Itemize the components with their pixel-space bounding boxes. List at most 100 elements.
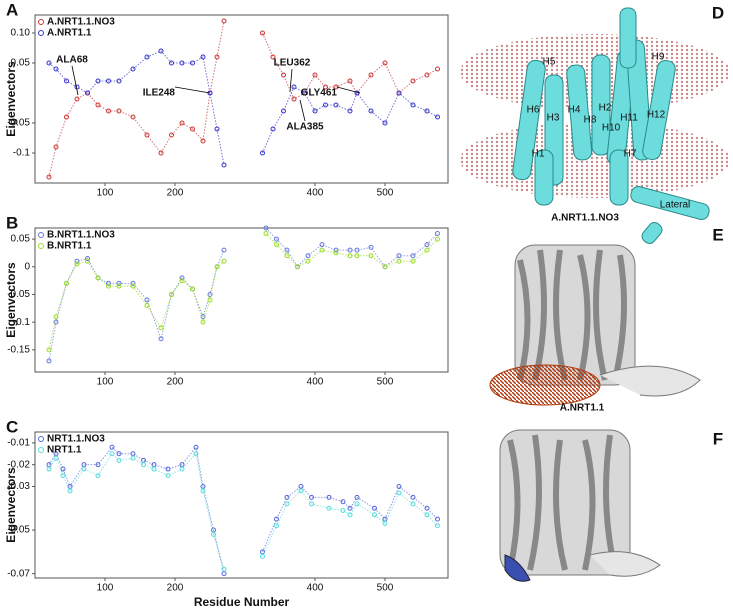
point bbox=[85, 258, 90, 264]
y-tick-label: 0.05 bbox=[11, 58, 31, 69]
point bbox=[46, 358, 52, 364]
helix-label: H8 bbox=[584, 115, 597, 126]
helices bbox=[512, 7, 710, 244]
point bbox=[274, 516, 279, 522]
point bbox=[270, 54, 276, 60]
point bbox=[396, 253, 402, 259]
helix-label: H2 bbox=[599, 103, 612, 114]
series-trace bbox=[265, 227, 438, 268]
point bbox=[158, 150, 164, 156]
point bbox=[319, 247, 325, 253]
point bbox=[179, 466, 185, 472]
point bbox=[298, 483, 304, 489]
point bbox=[130, 114, 136, 120]
point bbox=[109, 444, 115, 450]
point bbox=[81, 466, 87, 472]
point bbox=[347, 108, 353, 114]
structure-caption: A.NRT1.1 bbox=[560, 403, 605, 414]
point bbox=[214, 264, 220, 270]
y-tick-label: -0.03 bbox=[7, 481, 30, 492]
helix-label: H3 bbox=[547, 113, 560, 124]
point bbox=[382, 264, 388, 270]
point bbox=[410, 102, 416, 108]
point bbox=[347, 505, 353, 511]
x-tick-label: 100 bbox=[97, 377, 114, 388]
point bbox=[60, 466, 66, 472]
helix-label: H1 bbox=[532, 149, 545, 160]
point bbox=[263, 231, 269, 237]
y-axis-label: Eigenvectors bbox=[4, 61, 18, 137]
helix-label: H5 bbox=[543, 57, 556, 68]
point bbox=[323, 102, 328, 108]
point bbox=[302, 90, 307, 96]
point bbox=[207, 291, 213, 297]
helix-label: Lateral bbox=[660, 200, 691, 211]
y-tick-label: -0.1 bbox=[13, 148, 31, 159]
annotation: ILE248 bbox=[143, 88, 176, 99]
y-tick-label: 0.05 bbox=[11, 234, 31, 245]
point bbox=[165, 473, 171, 479]
panel-label: D bbox=[712, 3, 724, 22]
point bbox=[221, 247, 227, 253]
point bbox=[309, 501, 314, 507]
legend-marker bbox=[38, 243, 44, 249]
protein-e bbox=[489, 244, 701, 406]
point bbox=[214, 54, 220, 60]
point bbox=[116, 108, 122, 114]
y-tick-label: -0.01 bbox=[7, 438, 30, 449]
structure-images bbox=[460, 7, 730, 582]
point bbox=[354, 253, 360, 259]
point bbox=[368, 253, 374, 259]
annotation-arrow bbox=[299, 99, 306, 122]
point bbox=[169, 132, 174, 138]
point bbox=[190, 60, 195, 66]
legend-label: B.NRT1.1.NO3 bbox=[47, 230, 115, 241]
point bbox=[60, 473, 66, 479]
point bbox=[221, 162, 227, 168]
legend-label: A.NRT1.1 bbox=[47, 28, 92, 39]
point bbox=[382, 60, 388, 66]
point bbox=[95, 102, 101, 108]
helix-label: H7 bbox=[624, 149, 637, 160]
point bbox=[144, 303, 150, 309]
point bbox=[200, 54, 206, 60]
annotation-arrow bbox=[336, 86, 361, 94]
point bbox=[106, 108, 111, 114]
point bbox=[130, 283, 136, 289]
point bbox=[270, 126, 276, 132]
plot-frame bbox=[34, 431, 449, 579]
point bbox=[53, 455, 59, 461]
legend-marker bbox=[38, 447, 44, 453]
helix-label: H12 bbox=[647, 110, 666, 121]
point bbox=[221, 566, 227, 572]
point bbox=[46, 60, 52, 66]
point bbox=[326, 494, 332, 500]
y-tick-label: -0.05 bbox=[7, 289, 30, 300]
plot-frame bbox=[34, 227, 449, 373]
point bbox=[312, 72, 318, 78]
point bbox=[200, 319, 206, 325]
legend-marker bbox=[38, 19, 44, 25]
point bbox=[144, 297, 150, 303]
point bbox=[151, 466, 157, 472]
point bbox=[193, 444, 199, 450]
point bbox=[116, 457, 122, 463]
point bbox=[333, 102, 339, 108]
point bbox=[382, 120, 388, 126]
point bbox=[372, 505, 377, 511]
series-trace bbox=[262, 32, 438, 100]
helix-label: H9 bbox=[652, 52, 665, 63]
x-tick-label: 500 bbox=[377, 583, 394, 594]
x-tick-label: 400 bbox=[307, 583, 324, 594]
y-tick-label: -0.02 bbox=[7, 459, 30, 470]
point bbox=[179, 60, 185, 66]
point bbox=[424, 512, 430, 518]
point bbox=[305, 253, 311, 259]
point bbox=[169, 60, 174, 66]
point bbox=[214, 126, 220, 132]
y-tick-label: 0.10 bbox=[11, 28, 31, 39]
point bbox=[347, 247, 353, 253]
point bbox=[368, 108, 374, 114]
point bbox=[435, 66, 440, 72]
x-tick-label: 200 bbox=[167, 583, 184, 594]
